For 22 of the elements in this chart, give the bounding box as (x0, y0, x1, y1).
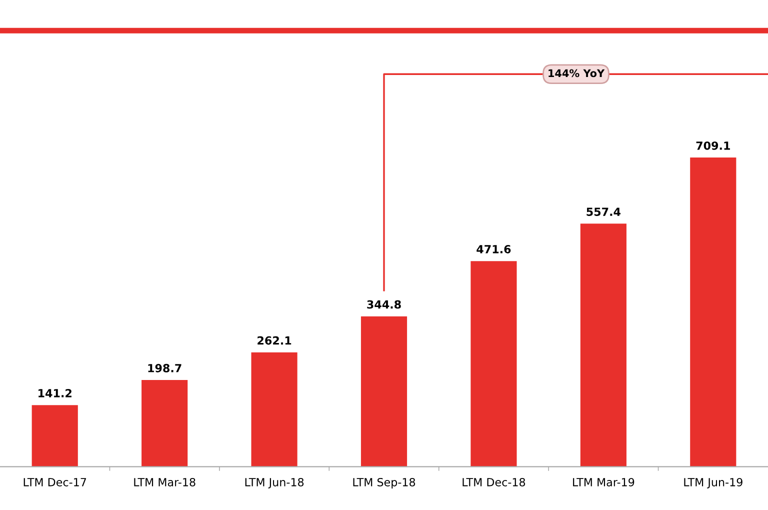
bar (251, 352, 298, 467)
bar (360, 316, 408, 467)
data-label: 141.2 (38, 388, 72, 398)
text: 144% YoY (548, 69, 605, 78)
data-label: 344.8 (367, 300, 401, 309)
data-label: 709.1 (696, 141, 730, 150)
x-tick-label: LTM Mar-19 (573, 478, 634, 486)
x-tick-label: LTM Jun-19 (684, 478, 742, 488)
bar (142, 380, 188, 467)
bar (690, 158, 736, 467)
data-label: 262.1 (258, 336, 292, 345)
bar (470, 261, 517, 467)
data-label: 471.6 (476, 244, 511, 254)
bar (32, 405, 78, 467)
data-label: 557.4 (586, 208, 620, 216)
x-tick-label: LTM Sep-18 (353, 478, 416, 489)
x-tick-label: LTM Dec-18 (462, 478, 526, 486)
x-tick-label: LTM Dec-17 (24, 478, 86, 486)
bar (580, 224, 626, 467)
data-label: 198.7 (148, 364, 182, 372)
x-tick-label: LTM Jun-18 (245, 478, 304, 488)
x-tick-label: LTM Mar-18 (134, 478, 196, 486)
